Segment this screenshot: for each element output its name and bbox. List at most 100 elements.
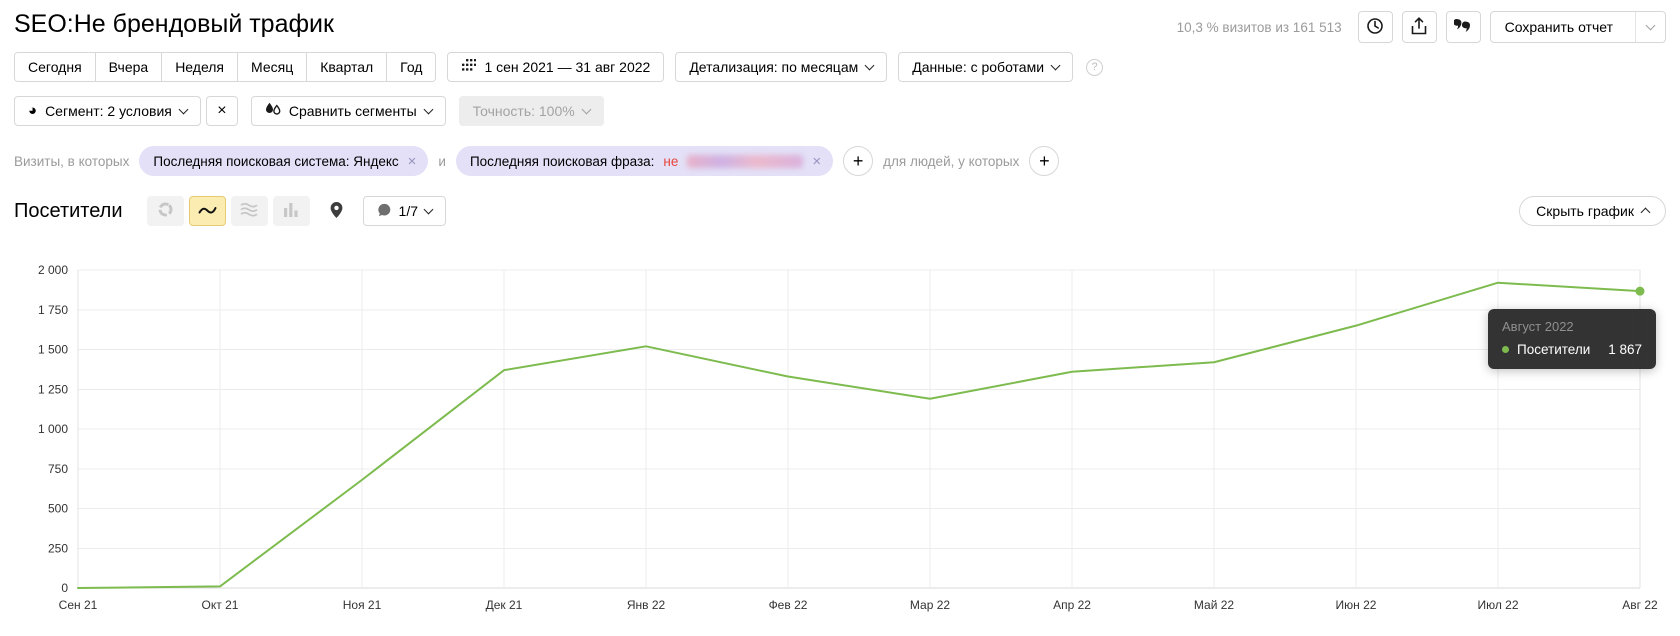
clock-icon: [1366, 17, 1384, 38]
add-people-condition-button[interactable]: +: [1029, 146, 1060, 176]
and-connector-label: и: [438, 153, 446, 169]
map-view-button[interactable]: [325, 196, 348, 226]
svg-text:Апр 22: Апр 22: [1053, 598, 1091, 612]
period-button[interactable]: Квартал: [306, 53, 387, 81]
doughnut-chart-type-button[interactable]: [146, 196, 184, 226]
svg-text:Янв 22: Янв 22: [627, 598, 666, 612]
svg-text:Ноя 21: Ноя 21: [343, 598, 382, 612]
svg-text:2 000: 2 000: [38, 263, 68, 277]
svg-text:Июн 22: Июн 22: [1336, 598, 1377, 612]
visits-summary: 10,3 % визитов из 161 513: [1176, 19, 1342, 35]
date-range-button[interactable]: 1 сен 2021 — 31 авг 2022: [447, 52, 665, 82]
segment-dropdown[interactable]: ◕ Сегмент: 2 условия: [14, 96, 201, 126]
phrase-not-operator: не: [663, 153, 679, 169]
line-chart-type-button[interactable]: [188, 196, 226, 226]
bar-chart-icon: [283, 202, 299, 220]
comments-button[interactable]: [1445, 11, 1481, 43]
add-visit-condition-button[interactable]: +: [843, 146, 874, 176]
segment-clear-button[interactable]: ×: [205, 96, 238, 126]
svg-text:Фев 22: Фев 22: [769, 598, 808, 612]
search-engine-chip-label: Последняя поисковая система: Яндекс: [153, 153, 399, 169]
bar-chart-type-button[interactable]: [272, 196, 310, 226]
granularity-dropdown[interactable]: Детализация: по месяцам: [675, 52, 888, 82]
tooltip-series-value: 1 867: [1608, 342, 1643, 358]
svg-text:750: 750: [48, 462, 68, 476]
doughnut-chart-icon: [157, 201, 174, 221]
speech-bubble-icon: [377, 203, 392, 220]
chip-close-icon[interactable]: ×: [812, 152, 822, 170]
compare-drops-icon: [265, 102, 281, 120]
segment-toolbar: ◕ Сегмент: 2 условия × Сравнить сегменты…: [14, 96, 604, 126]
segment-label: Сегмент: 2 условия: [45, 103, 172, 119]
calendar-dots-icon: [461, 59, 477, 75]
page-title: SEO:Не брендовый трафик: [14, 10, 334, 38]
tooltip-series-label: Посетители: [1517, 342, 1591, 358]
period-button[interactable]: Год: [386, 53, 436, 81]
granularity-label: Детализация: по месяцам: [689, 59, 859, 75]
series-dot-icon: [1502, 346, 1509, 354]
svg-text:1 250: 1 250: [38, 382, 68, 396]
stacked-areas-chart-type-button[interactable]: [230, 196, 268, 226]
line-chart-icon: [198, 203, 217, 220]
period-button[interactable]: Вчера: [94, 53, 162, 81]
goal-counter-label: 1/7: [398, 203, 418, 219]
period-button-group: Сегодня Вчера Неделя Месяц Квартал Год: [14, 52, 437, 82]
period-toolbar: Сегодня Вчера Неделя Месяц Квартал Год 1 сен …: [14, 52, 1104, 82]
robots-data-label: Данные: с роботами: [912, 59, 1045, 75]
svg-text:250: 250: [48, 541, 68, 555]
period-button[interactable]: Сегодня: [15, 53, 95, 81]
period-button[interactable]: Неделя: [161, 53, 238, 81]
help-icon[interactable]: ?: [1086, 58, 1104, 76]
report-header: SEO:Не брендовый трафик 10,3 % визитов и…: [14, 10, 1666, 43]
svg-text:Сен 21: Сен 21: [59, 598, 98, 612]
svg-text:Авг 22: Авг 22: [1622, 598, 1658, 612]
svg-text:Май 22: Май 22: [1194, 598, 1235, 612]
comments-icon: [1453, 18, 1472, 36]
accuracy-label: Точность: 100%: [472, 103, 575, 119]
svg-text:Мар 22: Мар 22: [910, 598, 950, 612]
filter-bar: Визиты, в которых Последняя поисковая си…: [14, 146, 1060, 176]
svg-text:Июл 22: Июл 22: [1477, 598, 1518, 612]
svg-text:0: 0: [61, 581, 68, 595]
period-button[interactable]: Месяц: [237, 53, 307, 81]
svg-text:Дек 21: Дек 21: [486, 598, 523, 612]
chip-close-icon[interactable]: ×: [407, 152, 417, 170]
visitors-line-chart[interactable]: 0 250 500 750 1 000 1 250 1 500 1 750 2 000 Сен 2…: [14, 256, 1666, 616]
tooltip-series-row: Посетители 1 867: [1502, 342, 1642, 357]
hide-chart-button[interactable]: Скрыть график: [1519, 196, 1666, 226]
goal-selector-dropdown[interactable]: 1/7: [362, 196, 446, 226]
map-pin-icon: [329, 201, 344, 222]
search-engine-chip[interactable]: Последняя поисковая система: Яндекс ×: [139, 146, 429, 176]
people-condition-label: для людей, у которых: [883, 153, 1020, 169]
svg-text:1 000: 1 000: [38, 422, 68, 436]
hide-chart-label: Скрыть график: [1536, 203, 1634, 219]
visits-prefix-label: Визиты, в которых: [14, 153, 130, 169]
chart-type-switcher: [146, 196, 310, 226]
metric-bar: Посетители: [14, 196, 1666, 226]
save-report-dropdown[interactable]: [1635, 12, 1665, 42]
search-phrase-chip[interactable]: Последняя поисковая фраза: не ×: [455, 146, 834, 176]
search-phrase-chip-label: Последняя поисковая фраза:: [469, 153, 655, 169]
stacked-areas-icon: [240, 202, 258, 220]
segment-control: ◕ Сегмент: 2 условия ×: [14, 96, 238, 126]
compare-segments-label: Сравнить сегменты: [288, 103, 417, 119]
segment-pie-icon: ◕: [28, 102, 38, 119]
chart-tooltip: Август 2022 Посетители 1 867: [1488, 309, 1657, 370]
history-button[interactable]: [1357, 11, 1393, 43]
robots-data-dropdown[interactable]: Данные: с роботами: [898, 52, 1074, 82]
date-range-label: 1 сен 2021 — 31 авг 2022: [484, 59, 651, 75]
header-actions: 10,3 % визитов из 161 513: [1177, 11, 1666, 43]
svg-text:Окт 21: Окт 21: [202, 598, 239, 612]
svg-text:500: 500: [48, 502, 68, 516]
tooltip-period-label: Август 2022: [1502, 319, 1574, 335]
compare-segments-dropdown[interactable]: Сравнить сегменты: [250, 96, 446, 126]
save-report-label: Сохранить отчет: [1504, 19, 1613, 35]
svg-text:1 750: 1 750: [38, 303, 68, 317]
accuracy-dropdown[interactable]: Точность: 100%: [458, 96, 604, 126]
redacted-phrase-value: [687, 154, 804, 168]
save-report-button[interactable]: Сохранить отчет: [1489, 11, 1666, 43]
svg-text:1 500: 1 500: [38, 343, 68, 357]
export-button[interactable]: [1401, 11, 1437, 43]
metric-title: Посетители: [14, 199, 123, 222]
